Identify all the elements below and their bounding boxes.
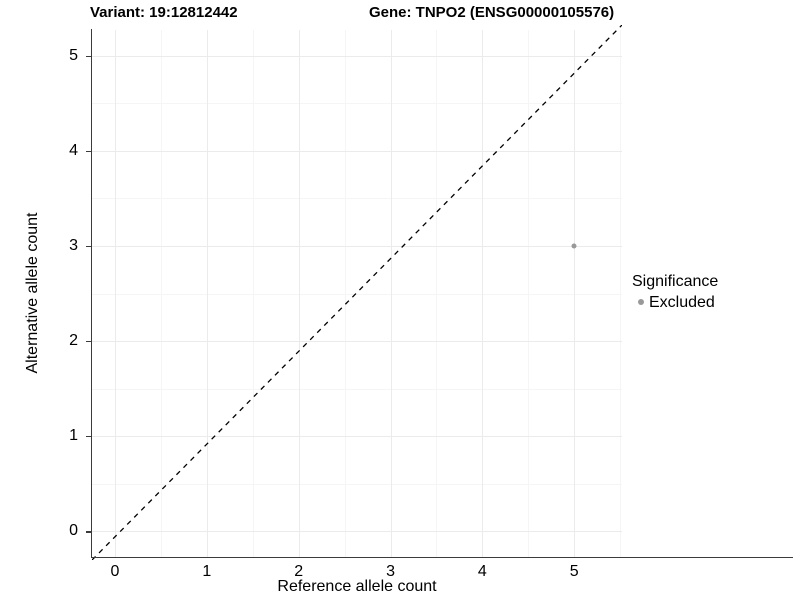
legend: Significance Excluded xyxy=(632,272,792,312)
x-axis-tick-label: 1 xyxy=(202,563,212,580)
identity-line xyxy=(92,25,622,560)
x-axis-title: Reference allele count xyxy=(277,578,437,595)
y-axis-tick xyxy=(86,531,92,533)
gridline-major-vertical xyxy=(114,30,116,557)
gridline-major-horizontal xyxy=(92,341,622,343)
gridline-major-vertical xyxy=(482,30,484,557)
gridline-minor-vertical xyxy=(160,30,162,557)
legend-point-icon xyxy=(632,299,649,305)
y-axis-tick xyxy=(86,150,92,152)
gridline-minor-horizontal xyxy=(92,388,622,390)
gridline-minor-vertical xyxy=(528,30,530,557)
x-axis-tick-label: 4 xyxy=(477,563,487,580)
y-axis-tick xyxy=(86,245,92,248)
x-axis-tick-label: 2 xyxy=(294,563,304,580)
legend-item-label: Excluded xyxy=(649,293,715,311)
gridline-minor-horizontal xyxy=(92,293,622,295)
legend-dot xyxy=(637,299,644,305)
legend-items: Excluded xyxy=(632,292,792,312)
gridline-major-horizontal xyxy=(92,436,622,438)
gridline-major-horizontal xyxy=(92,245,622,247)
y-axis-tick-label: 3 xyxy=(69,236,78,254)
y-axis-tick-label: 5 xyxy=(69,46,78,64)
x-axis-tick-label: 3 xyxy=(386,563,395,580)
gridline-major-vertical xyxy=(574,30,576,557)
gridline-major-horizontal xyxy=(92,150,622,152)
y-axis-line xyxy=(91,29,93,558)
gridline-major-vertical xyxy=(298,30,300,557)
gridline-minor-vertical xyxy=(436,30,438,557)
y-axis-tick-label: 1 xyxy=(69,427,78,445)
gridline-minor-horizontal xyxy=(92,483,622,485)
y-axis-tick xyxy=(86,341,92,343)
plot-panel xyxy=(92,25,622,560)
x-axis-tick-label: 5 xyxy=(569,563,579,580)
gridline-major-horizontal xyxy=(92,531,622,533)
data-point[interactable] xyxy=(571,243,577,249)
gridline-minor-vertical xyxy=(620,30,622,557)
y-axis-tick-label: 4 xyxy=(69,141,78,159)
gridline-minor-horizontal xyxy=(92,198,622,200)
legend-title: Significance xyxy=(632,273,719,290)
gridline-major-vertical xyxy=(390,30,392,557)
y-axis-tick-label: 2 xyxy=(69,332,78,350)
y-axis-title: Alternative allele count xyxy=(24,212,41,374)
y-axis-tick xyxy=(86,436,92,438)
y-axis-tick xyxy=(86,55,92,57)
x-axis-line xyxy=(91,557,793,559)
gridline-major-vertical xyxy=(206,30,208,557)
legend-item[interactable]: Excluded xyxy=(632,292,792,312)
plot-title-variant: Variant: 19:12812442 xyxy=(90,4,238,21)
x-axis-tick-label: 0 xyxy=(110,563,120,580)
gridline-minor-vertical xyxy=(252,30,254,557)
gridline-minor-vertical xyxy=(344,30,346,557)
gridline-minor-horizontal xyxy=(92,103,622,105)
plot-title-gene: Gene: TNPO2 (ENSG00000105576) xyxy=(369,4,615,21)
gridline-major-horizontal xyxy=(92,55,622,57)
y-axis-tick-label: 0 xyxy=(69,522,78,540)
